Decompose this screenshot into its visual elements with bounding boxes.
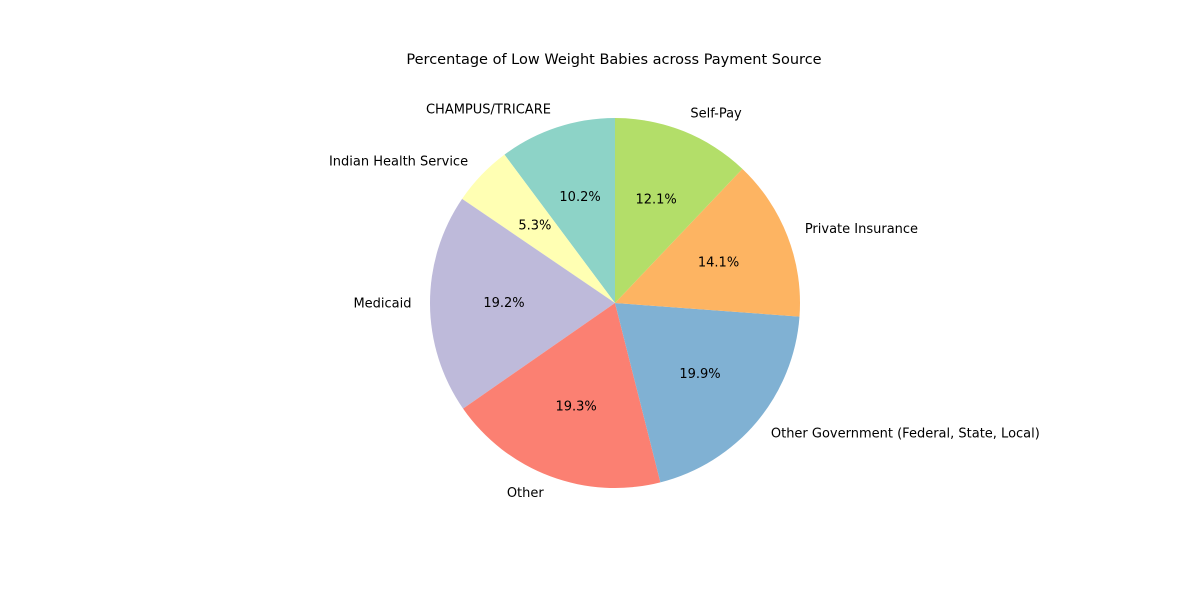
pie-slices xyxy=(430,118,801,488)
slice-percent-self-pay: 12.1% xyxy=(635,192,676,207)
chart-title: Percentage of Low Weight Babies across P… xyxy=(406,52,821,68)
pie-slice-indian-health-service xyxy=(462,154,615,303)
slice-label-other: Other xyxy=(507,486,545,501)
pie-slice-other xyxy=(463,303,661,488)
pie-percentage-labels: 10.2% 5.3% 19.2% 19.3% 19.9% 14.1% 12.1% xyxy=(483,190,739,414)
slice-percent-indian-health-service: 5.3% xyxy=(518,219,551,234)
slice-percent-other-government-federal-state-local: 19.9% xyxy=(679,367,720,382)
slice-label-other-government-federal-state-local: Other Government (Federal, State, Local) xyxy=(771,426,1040,441)
slice-label-champus-tricare: CHAMPUS/TRICARE xyxy=(426,102,551,117)
pie-slice-private-insurance xyxy=(615,168,801,317)
slice-percent-other: 19.3% xyxy=(555,399,596,414)
slice-label-medicaid: Medicaid xyxy=(353,296,411,311)
slice-percent-private-insurance: 14.1% xyxy=(698,255,739,270)
pie-slice-labels: CHAMPUS/TRICARE Indian Health Service Medi… xyxy=(329,102,1040,501)
pie-slice-other-government-federal-state-local xyxy=(615,303,800,483)
slice-percent-champus-tricare: 10.2% xyxy=(559,190,600,205)
pie-slice-self-pay xyxy=(615,118,743,303)
slice-percent-medicaid: 19.2% xyxy=(483,296,524,311)
slice-label-indian-health-service: Indian Health Service xyxy=(329,155,468,170)
pie-slice-champus-tricare xyxy=(504,118,615,303)
slice-label-self-pay: Self-Pay xyxy=(690,106,742,121)
slice-label-private-insurance: Private Insurance xyxy=(805,222,918,237)
pie-slice-medicaid xyxy=(430,198,615,409)
